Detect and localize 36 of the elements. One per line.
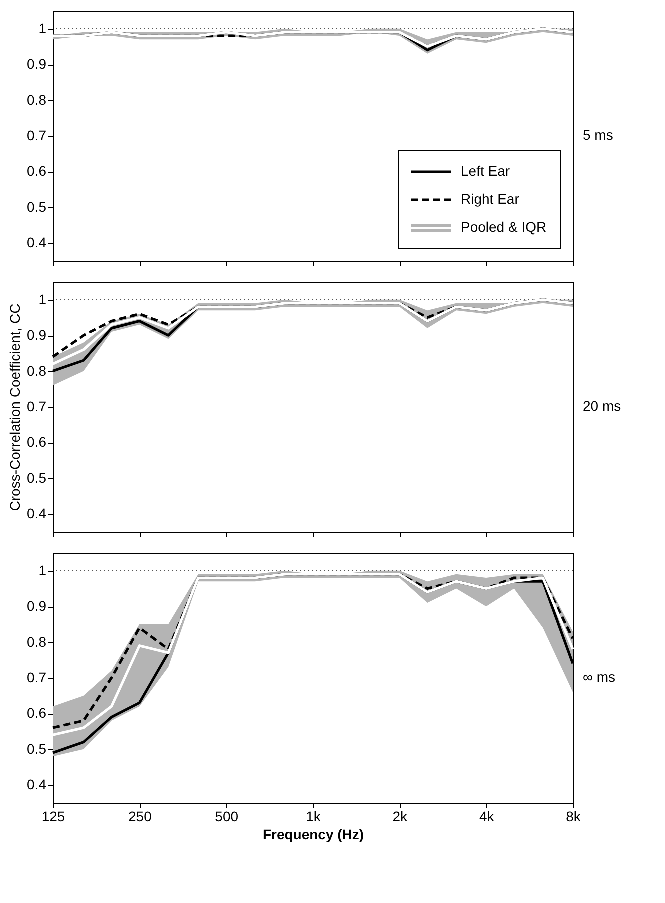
y2-axis-title: 5 ms <box>583 127 614 143</box>
y-tick-label: 0.7 <box>27 398 47 414</box>
legend-label: Left Ear <box>461 163 510 179</box>
y-tick-label: 0.6 <box>27 434 47 450</box>
y-tick-label: 0.8 <box>27 92 47 108</box>
x-tick-label: 500 <box>215 808 239 824</box>
y-tick-label: 0.5 <box>27 740 47 757</box>
y-tick-label: 0.9 <box>27 327 47 344</box>
y-tick-label: 1 <box>38 291 47 308</box>
y2-axis-title: ∞ ms <box>583 669 616 685</box>
x-tick-label: 125 <box>42 808 66 824</box>
x-tick-label: 2k <box>392 808 409 824</box>
y-tick-label: 0.5 <box>27 198 47 215</box>
y-tick-label: 0.9 <box>27 598 47 614</box>
y-tick-label: 1 <box>38 562 47 578</box>
y2-axis-title: 20 ms <box>583 398 622 414</box>
x-tick-label: 8k <box>566 808 582 824</box>
y-tick-label: 0.8 <box>27 634 47 650</box>
x-tick-label: 4k <box>479 808 496 824</box>
x-axis-title: Frequency (Hz) <box>262 826 364 842</box>
y-axis-title: Cross-Correlation Coefficient, CC <box>7 304 24 512</box>
legend-label: Right Ear <box>461 191 520 207</box>
y-tick-label: 0.4 <box>27 506 47 522</box>
y-tick-label: 0.6 <box>27 705 47 722</box>
y-tick-label: 0.7 <box>27 670 47 686</box>
y-tick-label: 0.4 <box>27 776 47 793</box>
x-tick-label: 250 <box>128 808 152 824</box>
y-tick-label: 0.9 <box>27 56 47 72</box>
legend-label: Pooled & IQR <box>461 219 547 235</box>
x-tick-label: 1k <box>306 808 322 824</box>
y-tick-label: 0.5 <box>27 470 47 486</box>
y-tick-label: 0.7 <box>27 128 47 144</box>
y-tick-label: 1 <box>38 20 47 36</box>
y-tick-label: 0.8 <box>27 362 47 379</box>
y-tick-label: 0.6 <box>27 163 47 180</box>
y-tick-label: 0.4 <box>27 234 47 251</box>
